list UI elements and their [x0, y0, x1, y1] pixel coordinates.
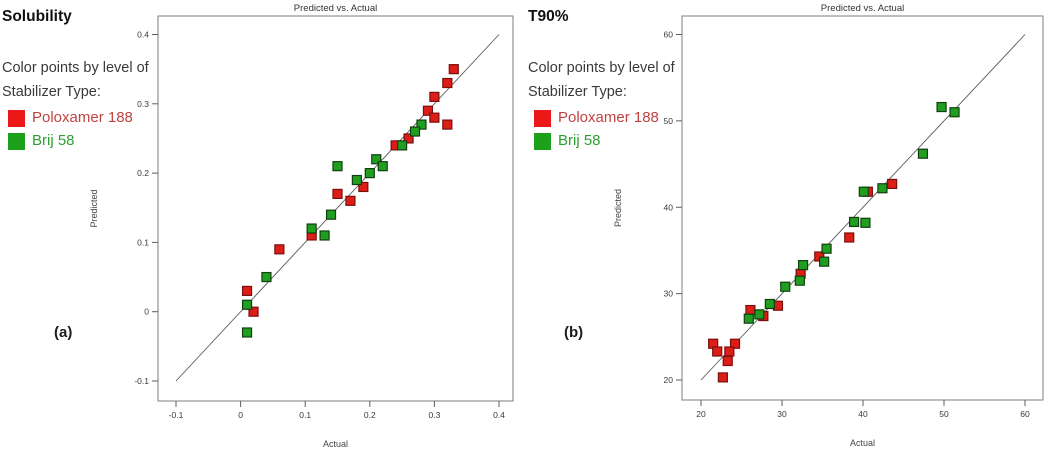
scatter-plot-a: Predicted vs. Actual -0.1 0 0.1 0.2 0.3 0.4 -0.…: [89, 3, 514, 449]
svg-text:0: 0: [238, 410, 243, 420]
poloxamer-swatch-icon: [534, 109, 551, 127]
svg-text:0.4: 0.4: [137, 30, 149, 40]
svg-text:0.3: 0.3: [428, 410, 440, 420]
legend-item-brij: Brij 58: [534, 132, 675, 150]
panel-a-legend: Color points by level of Stabilizer Type…: [2, 56, 149, 150]
panel-b-title: T90%: [528, 8, 569, 25]
scatter-plot-b: Predicted vs. Actual 20 30 40 50 60 20 30 40 50 60…: [613, 3, 1044, 448]
svg-text:20: 20: [696, 409, 706, 419]
panel-b-caption: (b): [564, 324, 584, 341]
svg-text:50: 50: [939, 409, 949, 419]
poloxamer-swatch-icon: [8, 109, 25, 127]
svg-text:0.2: 0.2: [137, 168, 149, 178]
svg-text:0.4: 0.4: [493, 410, 505, 420]
svg-text:Predicted: Predicted: [613, 189, 623, 227]
svg-text:-0.1: -0.1: [134, 376, 149, 386]
legend-caption-line1: Color points by level of: [528, 60, 675, 76]
svg-text:Predicted vs. Actual: Predicted vs. Actual: [821, 3, 904, 14]
svg-text:30: 30: [664, 289, 674, 299]
legend-item-poloxamer: Poloxamer 188: [8, 109, 149, 127]
svg-text:Actual: Actual: [323, 439, 348, 449]
brij-swatch-icon: [534, 132, 551, 150]
svg-text:-0.1: -0.1: [169, 410, 184, 420]
legend-caption-line2: Stabilizer Type:: [2, 84, 101, 100]
svg-text:60: 60: [1020, 409, 1030, 419]
svg-text:60: 60: [664, 30, 674, 40]
svg-text:0: 0: [144, 307, 149, 317]
svg-text:Predicted vs. Actual: Predicted vs. Actual: [294, 3, 377, 14]
legend-caption-line1: Color points by level of: [2, 60, 149, 76]
legend-item-label: Brij 58: [558, 132, 601, 149]
svg-text:30: 30: [777, 409, 787, 419]
svg-text:0.1: 0.1: [299, 410, 311, 420]
svg-text:20: 20: [664, 375, 674, 385]
brij-swatch-icon: [8, 132, 25, 150]
panel-a-title: Solubility: [2, 8, 72, 25]
svg-text:Predicted: Predicted: [89, 189, 99, 227]
legend-item-label: Poloxamer 188: [32, 109, 133, 126]
svg-text:0.1: 0.1: [137, 237, 149, 247]
legend-item-brij: Brij 58: [8, 132, 149, 150]
legend-item-poloxamer: Poloxamer 188: [534, 109, 675, 127]
svg-text:40: 40: [858, 409, 868, 419]
svg-text:50: 50: [664, 116, 674, 126]
legend-item-label: Brij 58: [32, 132, 75, 149]
legend-caption-line2: Stabilizer Type:: [528, 84, 627, 100]
svg-text:Actual: Actual: [850, 438, 875, 448]
panel-b-legend: Color points by level of Stabilizer Type…: [528, 56, 675, 150]
legend-item-label: Poloxamer 188: [558, 109, 659, 126]
svg-text:40: 40: [664, 202, 674, 212]
panel-a-caption: (a): [54, 324, 73, 341]
svg-text:0.3: 0.3: [137, 99, 149, 109]
svg-text:0.2: 0.2: [364, 410, 376, 420]
